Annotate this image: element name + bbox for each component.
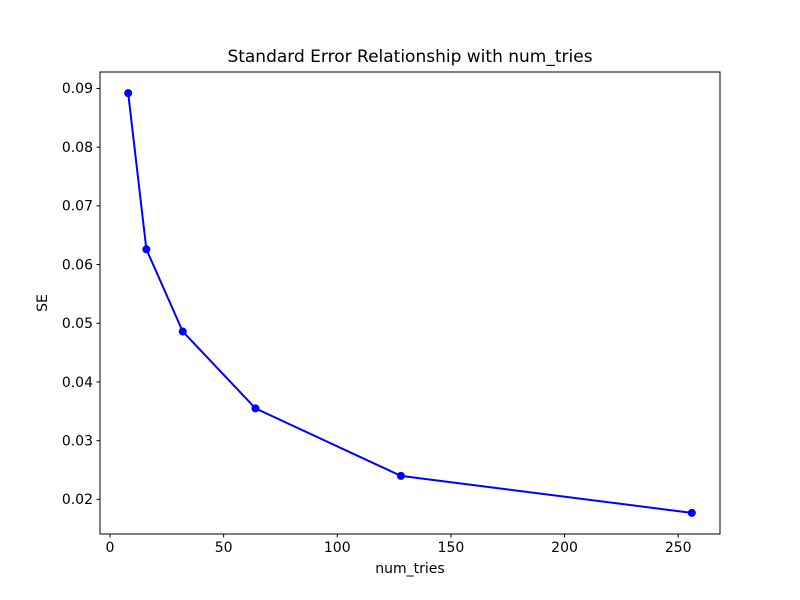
data-point-marker	[251, 404, 260, 413]
data-point-marker	[178, 327, 187, 336]
plot-area	[99, 71, 721, 535]
x-tick-label: 200	[551, 540, 578, 556]
y-tick-label: 0.09	[62, 81, 93, 97]
series-line	[127, 92, 693, 514]
x-tick-label: 150	[438, 540, 465, 556]
x-axis-ticks: 0 50 100 150 200 250	[106, 534, 692, 556]
y-axis-ticks: 0.02 0.03 0.04 0.05 0.06 0.07 0.08 0.09	[62, 81, 100, 508]
data-point-marker	[396, 471, 405, 480]
y-tick-label: 0.04	[62, 375, 93, 391]
y-tick-label: 0.02	[62, 492, 93, 508]
y-tick-label: 0.07	[62, 199, 93, 215]
x-axis-label: num_tries	[375, 561, 444, 577]
data-series	[124, 89, 696, 517]
x-tick-label: 0	[106, 540, 115, 556]
y-tick-label: 0.08	[62, 140, 93, 156]
x-tick-label: 250	[665, 540, 692, 556]
chart-title: Standard Error Relationship with num_tri…	[227, 47, 592, 67]
data-point-marker	[687, 508, 696, 517]
y-tick-label: 0.05	[62, 316, 93, 332]
y-tick-label: 0.06	[62, 257, 93, 273]
y-axis-label: SE	[35, 294, 51, 312]
x-tick-label: 100	[324, 540, 351, 556]
data-point-marker	[124, 89, 133, 98]
y-tick-label: 0.03	[62, 433, 93, 449]
x-tick-label: 50	[215, 540, 233, 556]
data-point-marker	[142, 245, 151, 254]
